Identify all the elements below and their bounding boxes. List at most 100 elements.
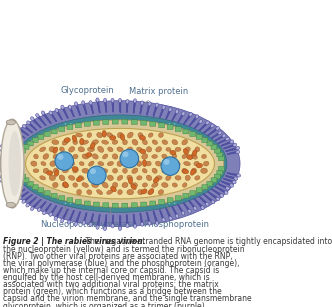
FancyBboxPatch shape [167, 198, 173, 203]
Ellipse shape [111, 203, 113, 204]
FancyBboxPatch shape [202, 138, 208, 142]
Ellipse shape [197, 163, 203, 168]
Ellipse shape [50, 161, 56, 166]
Ellipse shape [39, 155, 41, 157]
Ellipse shape [189, 170, 191, 172]
Ellipse shape [169, 107, 172, 111]
Ellipse shape [127, 132, 133, 138]
Ellipse shape [153, 203, 155, 204]
Ellipse shape [189, 135, 191, 137]
Ellipse shape [123, 140, 127, 145]
Ellipse shape [147, 135, 150, 137]
Ellipse shape [127, 191, 129, 192]
Ellipse shape [92, 182, 99, 188]
Ellipse shape [176, 214, 179, 218]
Ellipse shape [75, 203, 77, 204]
Ellipse shape [163, 155, 165, 157]
Ellipse shape [232, 181, 236, 184]
Ellipse shape [54, 170, 56, 172]
Ellipse shape [79, 162, 84, 165]
Ellipse shape [152, 154, 157, 158]
Ellipse shape [179, 155, 181, 157]
Ellipse shape [163, 155, 165, 157]
Ellipse shape [106, 123, 108, 125]
Ellipse shape [64, 135, 66, 137]
Ellipse shape [54, 155, 56, 157]
Ellipse shape [153, 170, 155, 172]
Ellipse shape [23, 170, 25, 172]
Ellipse shape [42, 211, 46, 215]
FancyBboxPatch shape [131, 203, 137, 208]
Ellipse shape [136, 161, 142, 166]
Ellipse shape [127, 155, 129, 157]
Ellipse shape [111, 135, 113, 137]
Ellipse shape [1, 149, 5, 152]
Text: Glycoprotein: Glycoprotein [61, 86, 114, 102]
FancyBboxPatch shape [32, 185, 38, 189]
Ellipse shape [43, 170, 46, 172]
Ellipse shape [96, 123, 98, 125]
Ellipse shape [60, 161, 65, 166]
Ellipse shape [225, 137, 229, 141]
Ellipse shape [119, 99, 122, 103]
Ellipse shape [34, 154, 38, 159]
Ellipse shape [163, 123, 165, 125]
Ellipse shape [26, 128, 214, 199]
Ellipse shape [184, 135, 186, 137]
Ellipse shape [62, 182, 68, 188]
Ellipse shape [210, 170, 212, 172]
Ellipse shape [152, 168, 157, 173]
Ellipse shape [28, 170, 30, 172]
Ellipse shape [174, 155, 176, 157]
Ellipse shape [155, 221, 159, 225]
Ellipse shape [220, 194, 223, 197]
Ellipse shape [96, 203, 98, 204]
FancyBboxPatch shape [175, 196, 181, 200]
Ellipse shape [202, 154, 207, 159]
Ellipse shape [102, 140, 109, 144]
Ellipse shape [174, 170, 176, 172]
Ellipse shape [132, 123, 134, 125]
Ellipse shape [147, 191, 150, 192]
Ellipse shape [127, 155, 129, 157]
Ellipse shape [174, 155, 176, 157]
Ellipse shape [106, 191, 108, 192]
FancyBboxPatch shape [159, 123, 165, 128]
Ellipse shape [156, 147, 162, 152]
Ellipse shape [194, 161, 199, 166]
Ellipse shape [179, 170, 181, 172]
Ellipse shape [87, 133, 92, 138]
FancyBboxPatch shape [32, 138, 38, 142]
FancyBboxPatch shape [190, 191, 196, 196]
Ellipse shape [64, 203, 66, 204]
Ellipse shape [90, 143, 95, 149]
Ellipse shape [201, 168, 208, 173]
Ellipse shape [158, 191, 160, 192]
Ellipse shape [158, 191, 160, 192]
Ellipse shape [200, 155, 202, 157]
Ellipse shape [205, 155, 207, 157]
Ellipse shape [33, 155, 35, 157]
Ellipse shape [148, 133, 153, 137]
FancyBboxPatch shape [175, 127, 181, 131]
Ellipse shape [117, 175, 123, 181]
Ellipse shape [90, 123, 93, 125]
FancyBboxPatch shape [131, 120, 137, 124]
FancyBboxPatch shape [202, 185, 208, 189]
Ellipse shape [158, 203, 160, 204]
Ellipse shape [61, 218, 64, 222]
Ellipse shape [49, 155, 51, 157]
Ellipse shape [116, 191, 119, 192]
Ellipse shape [69, 135, 72, 137]
Ellipse shape [236, 150, 240, 154]
Ellipse shape [166, 175, 171, 181]
Ellipse shape [62, 139, 68, 145]
Ellipse shape [172, 169, 177, 173]
Ellipse shape [111, 155, 113, 157]
Ellipse shape [88, 147, 95, 152]
Ellipse shape [53, 147, 58, 153]
Ellipse shape [43, 168, 48, 173]
Ellipse shape [4, 183, 7, 186]
Ellipse shape [137, 191, 139, 192]
Ellipse shape [153, 135, 155, 137]
